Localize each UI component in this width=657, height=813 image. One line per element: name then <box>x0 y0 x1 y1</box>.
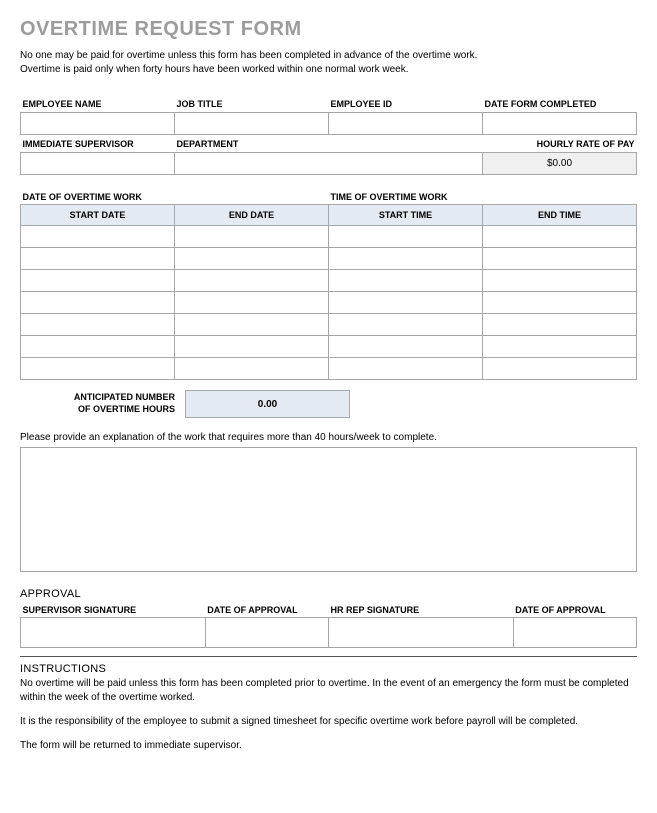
explanation-field[interactable] <box>20 447 637 572</box>
supervisor-sig-label: SUPERVISOR SIGNATURE <box>21 602 206 618</box>
start-time-header: START TIME <box>329 205 483 226</box>
employee-id-label: EMPLOYEE ID <box>329 95 483 113</box>
overtime-cell[interactable] <box>175 270 329 292</box>
hr-sig-field[interactable] <box>328 618 513 648</box>
job-title-label: JOB TITLE <box>175 95 329 113</box>
overtime-cell[interactable] <box>21 270 175 292</box>
hourly-rate-value: $0.00 <box>483 153 637 175</box>
explanation-label: Please provide an explanation of the wor… <box>20 432 637 443</box>
overtime-cell[interactable] <box>329 292 483 314</box>
approval-table: SUPERVISOR SIGNATURE DATE OF APPROVAL HR… <box>20 602 637 648</box>
instructions-block: No overtime will be paid unless this for… <box>20 677 637 753</box>
intro-line2: Overtime is paid only when forty hours h… <box>20 64 409 75</box>
supervisor-field[interactable] <box>21 153 175 175</box>
instructions-p2: It is the responsibility of the employee… <box>20 715 637 729</box>
overtime-cell[interactable] <box>175 314 329 336</box>
overtime-cell[interactable] <box>483 292 637 314</box>
end-time-header: END TIME <box>483 205 637 226</box>
approval-date2-label: DATE OF APPROVAL <box>513 602 636 618</box>
overtime-cell[interactable] <box>21 226 175 248</box>
approval-date2-field[interactable] <box>513 618 636 648</box>
employee-name-field[interactable] <box>21 113 175 135</box>
employee-id-field[interactable] <box>329 113 483 135</box>
approval-date1-field[interactable] <box>205 618 328 648</box>
overtime-cell[interactable] <box>483 270 637 292</box>
divider <box>20 656 637 657</box>
overtime-cell[interactable] <box>329 336 483 358</box>
overtime-cell[interactable] <box>175 226 329 248</box>
overtime-cell[interactable] <box>175 248 329 270</box>
hr-sig-label: HR REP SIGNATURE <box>328 602 513 618</box>
overtime-cell[interactable] <box>329 314 483 336</box>
approval-date1-label: DATE OF APPROVAL <box>205 602 328 618</box>
employee-name-label: EMPLOYEE NAME <box>21 95 175 113</box>
overtime-cell[interactable] <box>21 314 175 336</box>
overtime-table: DATE OF OVERTIME WORK TIME OF OVERTIME W… <box>20 189 637 380</box>
intro-text: No one may be paid for overtime unless t… <box>20 49 637 77</box>
overtime-cell[interactable] <box>329 270 483 292</box>
overtime-cell[interactable] <box>483 226 637 248</box>
overtime-cell[interactable] <box>175 358 329 380</box>
department-label: DEPARTMENT <box>175 135 483 153</box>
supervisor-sig-field[interactable] <box>21 618 206 648</box>
overtime-cell[interactable] <box>21 248 175 270</box>
hourly-rate-label: HOURLY RATE OF PAY <box>483 135 637 153</box>
date-completed-field[interactable] <box>483 113 637 135</box>
overtime-cell[interactable] <box>21 292 175 314</box>
instructions-p3: The form will be returned to immediate s… <box>20 739 637 753</box>
end-date-header: END DATE <box>175 205 329 226</box>
department-field[interactable] <box>175 153 483 175</box>
supervisor-label: IMMEDIATE SUPERVISOR <box>21 135 175 153</box>
overtime-cell[interactable] <box>329 358 483 380</box>
intro-line1: No one may be paid for overtime unless t… <box>20 50 477 61</box>
overtime-cell[interactable] <box>21 336 175 358</box>
job-title-field[interactable] <box>175 113 329 135</box>
overtime-cell[interactable] <box>483 358 637 380</box>
overtime-cell[interactable] <box>329 248 483 270</box>
form-title: OVERTIME REQUEST FORM <box>20 18 637 41</box>
anticipated-hours-value: 0.00 <box>185 390 350 418</box>
instructions-heading: INSTRUCTIONS <box>20 663 637 675</box>
date-completed-label: DATE FORM COMPLETED <box>483 95 637 113</box>
overtime-cell[interactable] <box>175 336 329 358</box>
anticipated-hours-label: ANTICIPATED NUMBER OF OVERTIME HOURS <box>20 392 185 415</box>
approval-heading: APPROVAL <box>20 588 637 600</box>
overtime-cell[interactable] <box>483 314 637 336</box>
start-date-header: START DATE <box>21 205 175 226</box>
anticipated-hours-row: ANTICIPATED NUMBER OF OVERTIME HOURS 0.0… <box>20 390 637 418</box>
overtime-cell[interactable] <box>483 336 637 358</box>
overtime-cell[interactable] <box>21 358 175 380</box>
overtime-cell[interactable] <box>329 226 483 248</box>
overtime-cell[interactable] <box>483 248 637 270</box>
overtime-cell[interactable] <box>175 292 329 314</box>
employee-info-table: EMPLOYEE NAME JOB TITLE EMPLOYEE ID DATE… <box>20 95 637 175</box>
date-overtime-header: DATE OF OVERTIME WORK <box>21 189 329 205</box>
instructions-p1: No overtime will be paid unless this for… <box>20 677 637 705</box>
time-overtime-header: TIME OF OVERTIME WORK <box>329 189 637 205</box>
